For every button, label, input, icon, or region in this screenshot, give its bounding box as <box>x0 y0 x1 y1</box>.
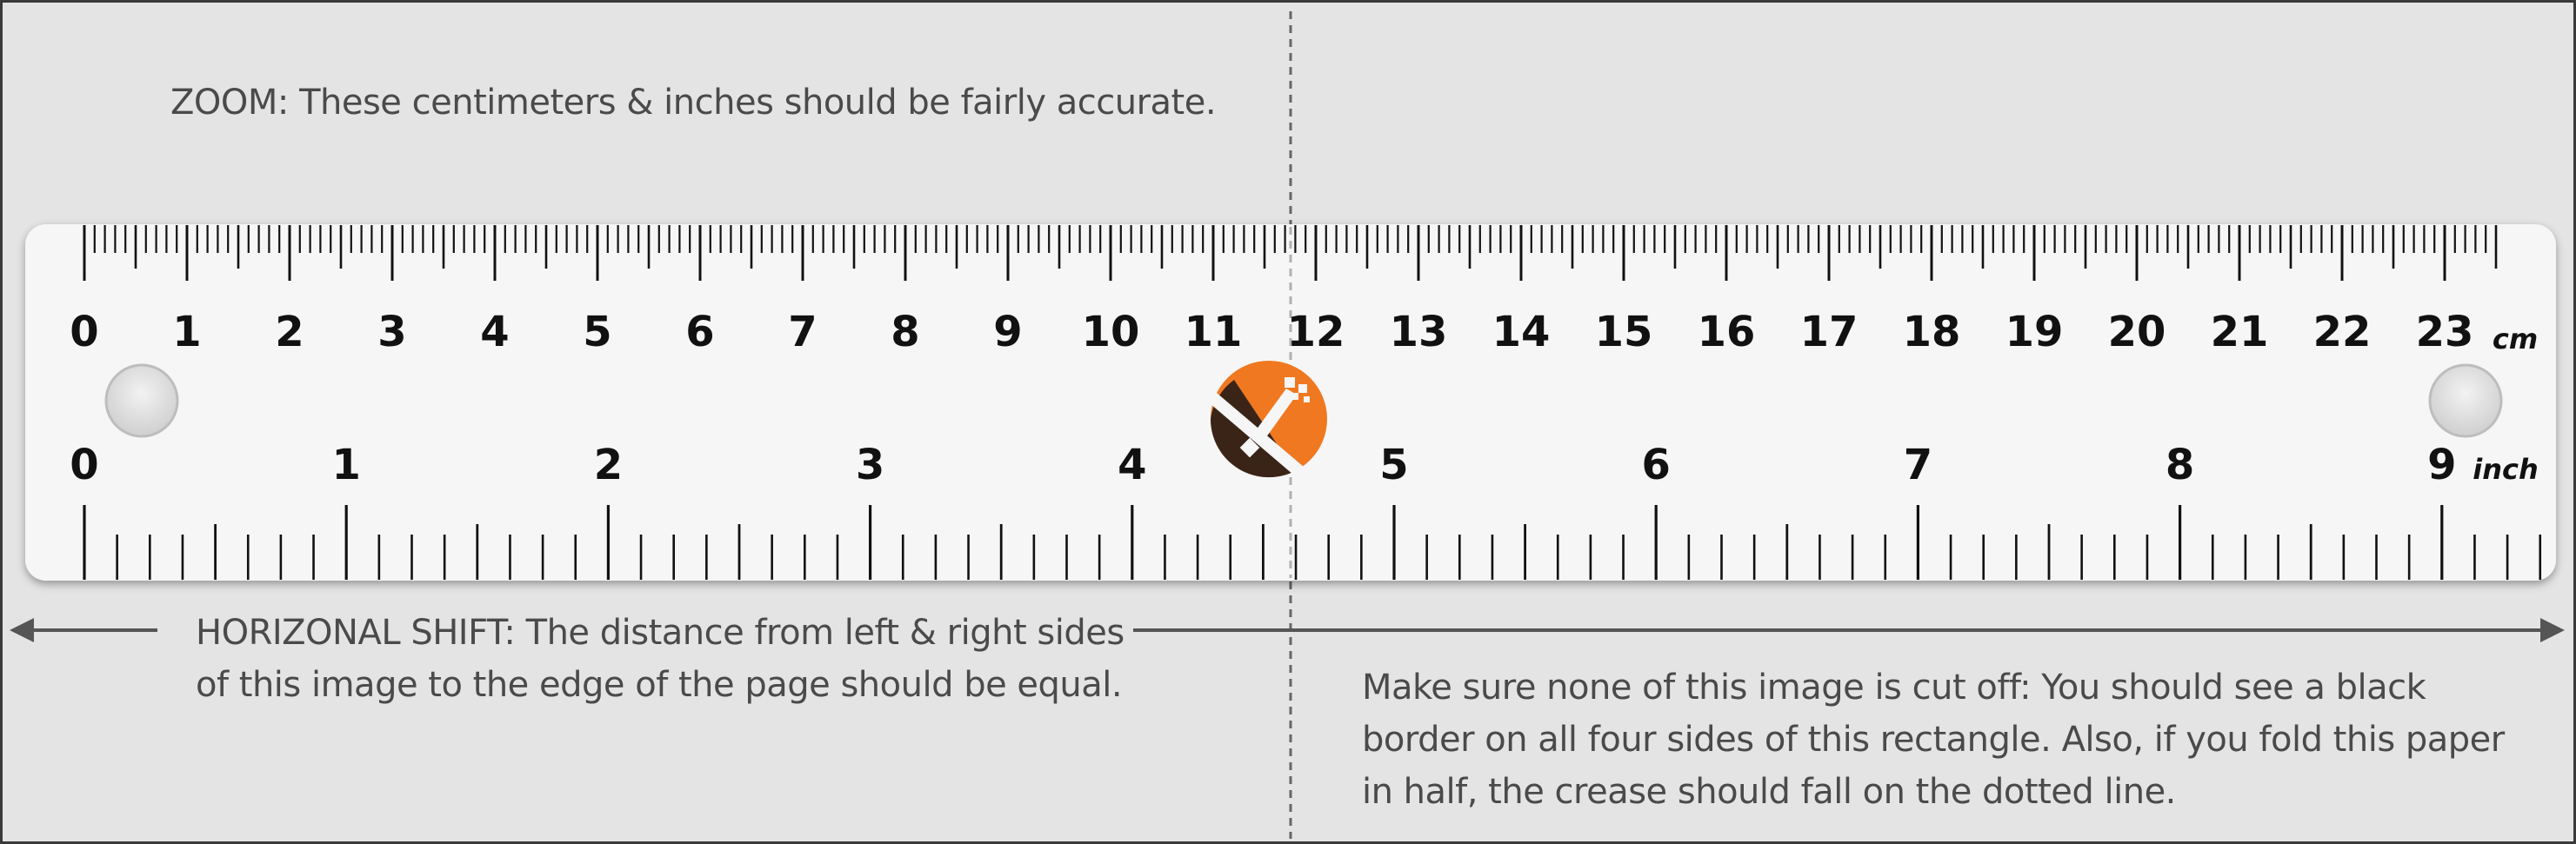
inch-unit-label: inch <box>2473 453 2539 486</box>
cutoff-note-text: Make sure none of this image is cut off:… <box>1362 668 2505 812</box>
inch-tick-group <box>83 505 2542 580</box>
inch-label-4: 4 <box>1118 441 1146 489</box>
inch-label-0: 0 <box>70 441 98 489</box>
inch-label-7: 7 <box>1904 441 1932 489</box>
cm-label-20: 20 <box>2108 308 2166 356</box>
cutoff-note: Make sure none of this image is cut off:… <box>1362 661 2510 818</box>
horizontal-shift-note: HORIZONAL SHIFT: The distance from left … <box>196 607 1144 711</box>
cm-tick-group <box>83 225 2498 281</box>
cm-label-3: 3 <box>377 308 406 356</box>
cm-label-13: 13 <box>1390 308 1448 356</box>
cm-label-11: 11 <box>1185 308 1243 356</box>
cm-label-17: 17 <box>1800 308 1859 356</box>
cm-label-4: 4 <box>480 308 509 356</box>
cm-label-5: 5 <box>583 308 611 356</box>
cm-label-1: 1 <box>172 308 201 356</box>
cm-unit-label: cm <box>2493 322 2538 356</box>
cm-label-9: 9 <box>993 308 1022 356</box>
cm-label-2: 2 <box>275 308 304 356</box>
zoom-note-text: These centimeters & inches should be fai… <box>288 83 1217 123</box>
cm-label-18: 18 <box>1903 308 1961 356</box>
cm-label-0: 0 <box>70 308 98 356</box>
inch-label-9: 9 <box>2427 441 2456 489</box>
ruler-graphic: 0 1 2 3 4 5 6 7 8 9 10 11 12 13 14 15 16 17 18 19 20 21 22 23 c… <box>10 11 2565 839</box>
cm-label-6: 6 <box>685 308 714 356</box>
cm-label-14: 14 <box>1492 308 1551 356</box>
left-hole <box>104 363 179 438</box>
cm-label-10: 10 <box>1082 308 1140 356</box>
cm-label-23: 23 <box>2416 308 2474 356</box>
inch-label-8: 8 <box>2166 441 2194 489</box>
zoom-note-lead: ZOOM: <box>170 83 289 123</box>
shift-note-lead: HORIZONAL SHIFT: <box>196 613 516 653</box>
right-arrow <box>1133 618 2565 642</box>
cm-label-21: 21 <box>2211 308 2269 356</box>
right-hole <box>2428 363 2503 438</box>
cm-label-group: 0 1 2 3 4 5 6 7 8 9 10 11 12 13 14 15 16 17 18 19 20 21 22 23 <box>70 308 2473 356</box>
inch-label-1: 1 <box>331 441 360 489</box>
cm-label-16: 16 <box>1698 308 1756 356</box>
cm-label-12: 12 <box>1287 308 1345 356</box>
cm-label-8: 8 <box>891 308 919 356</box>
inch-label-2: 2 <box>594 441 623 489</box>
left-arrow <box>10 618 157 642</box>
inch-label-5: 5 <box>1379 441 1408 489</box>
inch-label-group: 0 1 2 3 4 5 6 7 8 9 <box>70 441 2456 489</box>
cm-label-7: 7 <box>788 308 817 356</box>
cm-label-22: 22 <box>2313 308 2372 356</box>
x-logo-icon <box>1210 361 1327 478</box>
inch-label-3: 3 <box>856 441 884 489</box>
inch-label-6: 6 <box>1641 441 1670 489</box>
cm-label-19: 19 <box>2005 308 2064 356</box>
zoom-note: ZOOM: These centimeters & inches should … <box>170 76 1301 129</box>
shift-note-text: The distance from left & right sides of … <box>196 613 1124 705</box>
cm-label-15: 15 <box>1595 308 1653 356</box>
